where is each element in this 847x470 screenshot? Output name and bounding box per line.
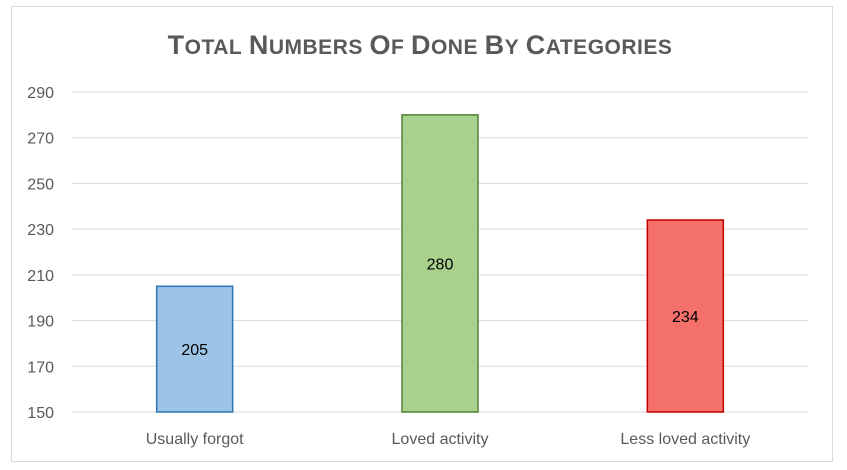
x-category-label: Usually forgot (146, 431, 244, 448)
y-tick-label: 170 (27, 359, 54, 376)
y-tick-label: 150 (27, 405, 54, 422)
bar (646, 219, 725, 413)
bar-value-label: 280 (427, 256, 454, 273)
y-tick-label: 290 (27, 85, 54, 102)
y-tick-label: 250 (27, 176, 54, 193)
y-tick-label: 210 (27, 268, 54, 285)
y-tick-label: 270 (27, 131, 54, 148)
y-axis: 150 170 190 210 230 250 270 290 (27, 85, 54, 422)
bar (155, 285, 234, 413)
bars: 205 280 234 (155, 114, 725, 413)
x-category-label: Less loved activity (620, 431, 750, 448)
bar-value-label: 234 (672, 309, 699, 326)
x-category-label: Loved activity (392, 431, 489, 448)
y-tick-label: 190 (27, 314, 54, 331)
bar-value-label: 205 (181, 342, 208, 359)
y-tick-label: 230 (27, 222, 54, 239)
x-axis: Usually forgot Loved activity Less loved a… (146, 431, 751, 448)
bar (401, 114, 479, 413)
chart-title: TOTAL NUMBERS OF DONE BY CATEGORIES (168, 30, 673, 60)
